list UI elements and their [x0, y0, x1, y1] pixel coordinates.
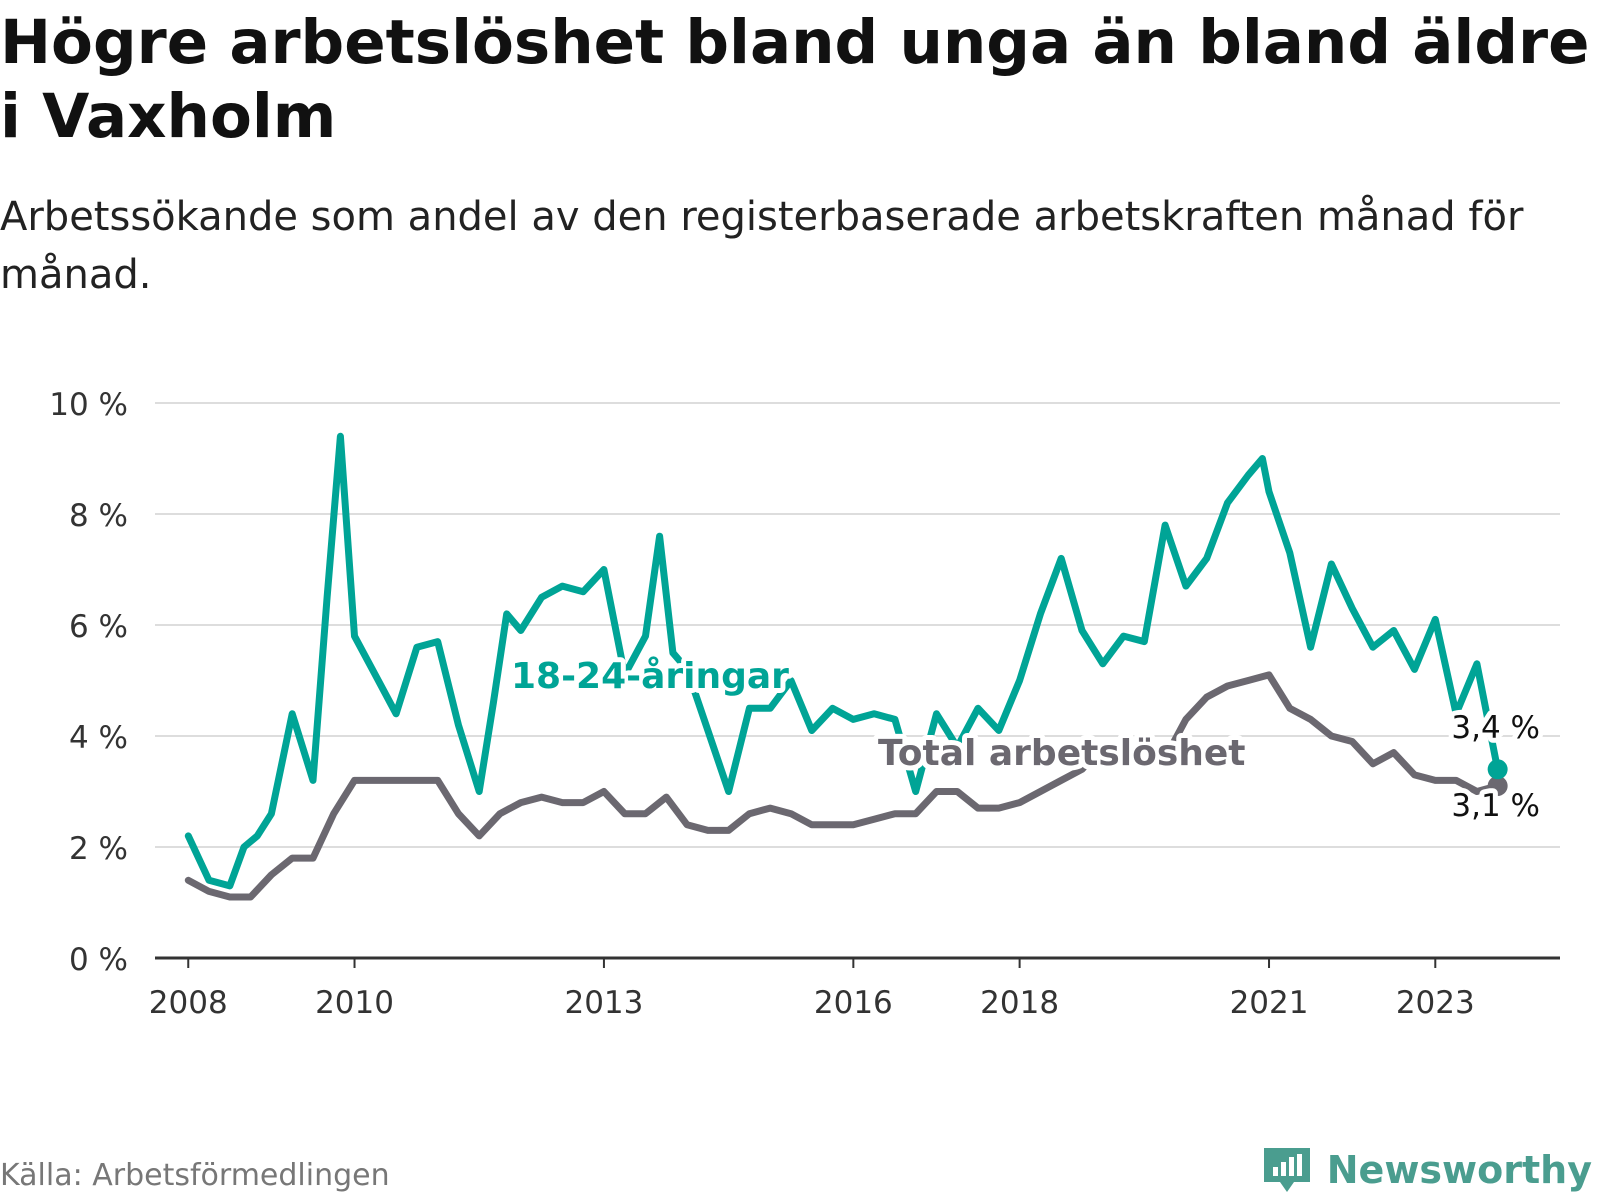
end-value-total: 3,1 % — [1451, 788, 1540, 824]
total-series-line — [184, 671, 1502, 901]
x-tick-label: 2008 — [149, 985, 228, 1021]
y-tick-label: 8 % — [69, 498, 128, 534]
x-tick-label: 2021 — [1230, 985, 1309, 1021]
y-tick-label: 2 % — [69, 831, 128, 867]
x-tick-label: 2010 — [315, 985, 394, 1021]
x-tick-label: 2016 — [814, 985, 893, 1021]
page-subtitle: Arbetssökande som andel av den registerb… — [0, 194, 1524, 298]
x-tick-label: 2018 — [980, 985, 1059, 1021]
y-tick-label: 4 % — [69, 720, 128, 756]
total-end-point — [1487, 775, 1508, 796]
x-tick-label: 2023 — [1396, 985, 1475, 1021]
youth-end-point — [1487, 759, 1508, 780]
line-chart: 0 % 2 % 4 % 6 % 8 % 10 % 2008 2010 2013 2016 2018… — [49, 387, 1560, 1021]
x-tick-label: 2013 — [564, 985, 643, 1021]
newsworthy-logo-icon — [1263, 1148, 1310, 1192]
series-labels: 18-24-åringar Total arbetslöshet 3,4 % 3,1 … — [506, 651, 1545, 829]
x-axis-ticks: 2008 2010 2013 2016 2018 2021 2023 — [149, 958, 1475, 1021]
brand-name: Newsworthy — [1326, 1148, 1592, 1192]
y-tick-label: 0 % — [69, 942, 128, 978]
brand-logo[interactable]: Newsworthy — [1261, 1140, 1592, 1200]
youth-series-line — [184, 432, 1502, 890]
y-tick-label: 6 % — [69, 609, 128, 645]
end-value-youth: 3,4 % — [1451, 710, 1540, 746]
series-label-total: Total arbetslöshet — [878, 733, 1246, 774]
series-lines — [184, 432, 1508, 901]
source-note: Källa: Arbetsförmedlingen — [0, 1158, 390, 1193]
y-axis-labels: 0 % 2 % 4 % 6 % 8 % 10 % — [49, 387, 128, 978]
series-label-youth: 18-24-åringar — [511, 656, 789, 697]
page-title: Högre arbetslöshet bland unga än bland ä… — [0, 7, 1590, 152]
y-tick-label: 10 % — [49, 387, 128, 423]
